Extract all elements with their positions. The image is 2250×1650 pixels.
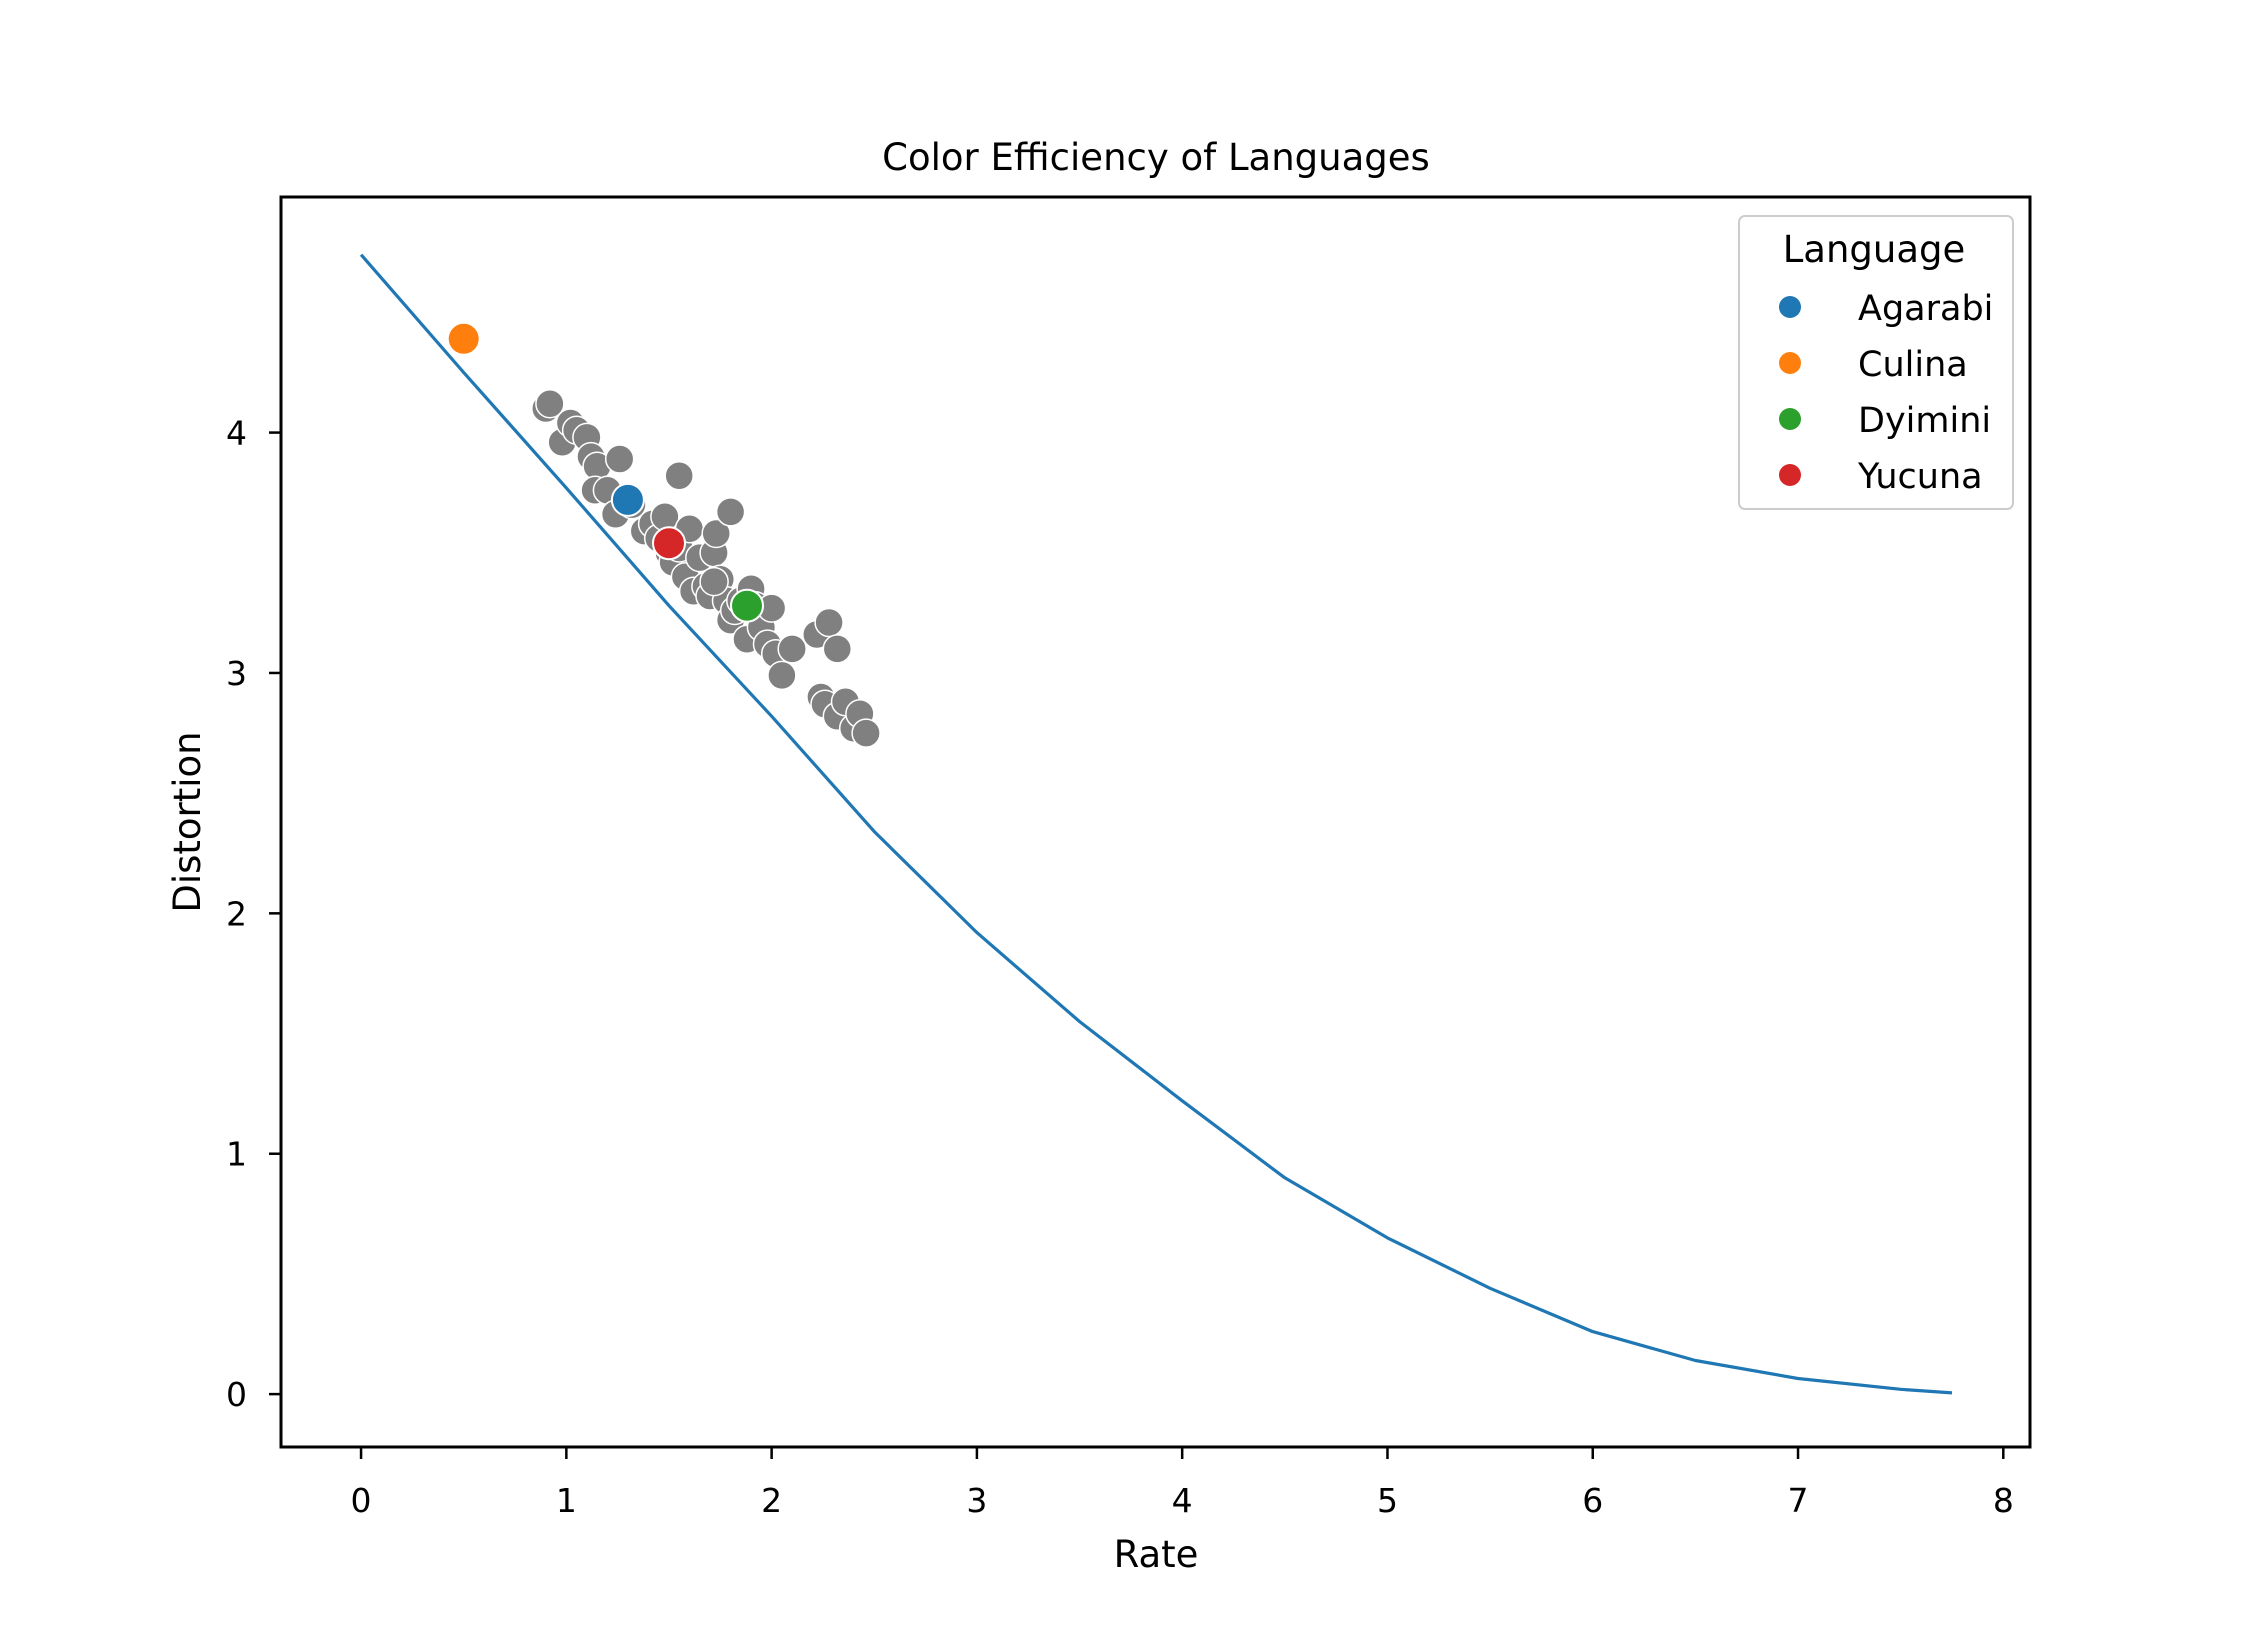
y-axis-label: Distortion	[166, 731, 209, 912]
point-agarabi	[610, 482, 645, 517]
legend-title: Language	[1783, 228, 1966, 271]
legend-entries: Agarabi Culina Dyimini Yucuna	[1779, 289, 1993, 497]
background-point	[604, 444, 635, 474]
x-axis: 0 1 2 3 4 5 6 7 8	[351, 1447, 2014, 1520]
x-tick-label: 4	[1172, 1481, 1193, 1520]
point-culina	[446, 321, 481, 356]
x-tick-label: 0	[351, 1481, 372, 1520]
background-point	[814, 607, 844, 638]
plot-frame	[279, 195, 2032, 1449]
x-tick-label: 3	[966, 1481, 987, 1520]
legend-marker-dyimini	[1779, 408, 1801, 430]
background-point	[851, 718, 881, 748]
x-tick-label: 8	[1993, 1481, 2014, 1520]
legend-label-culina: Culina	[1858, 345, 1968, 385]
y-tick-label: 2	[226, 894, 247, 933]
legend-marker-culina	[1779, 352, 1801, 374]
background-point	[822, 634, 853, 664]
background-point	[664, 461, 694, 491]
y-tick-label: 1	[226, 1135, 247, 1174]
legend-box	[1738, 215, 2014, 510]
background-point	[777, 634, 807, 664]
x-axis-label: Rate	[1114, 1533, 1199, 1576]
point-dyimini	[730, 588, 764, 623]
bound-curve	[359, 253, 1953, 1395]
chart-title: Color Efficiency of Languages	[882, 136, 1430, 179]
y-tick-label: 3	[226, 654, 247, 693]
legend: Language Agarabi Culina Dyimini Yucuna	[1738, 215, 2014, 510]
background-point	[650, 501, 680, 532]
background-point	[699, 566, 729, 597]
background-point	[715, 497, 746, 527]
legend-marker-agarabi	[1779, 296, 1801, 318]
x-tick-label: 6	[1582, 1481, 1603, 1520]
legend-label-dyimini: Dyimini	[1858, 401, 1991, 441]
legend-marker-yucuna	[1779, 464, 1801, 486]
x-tick-label: 5	[1377, 1481, 1398, 1520]
x-tick-label: 2	[761, 1481, 782, 1520]
y-axis: 0 1 2 3 4	[226, 414, 281, 1414]
legend-label-agarabi: Agarabi	[1858, 289, 1993, 329]
y-tick-label: 0	[226, 1375, 247, 1414]
background-point	[767, 660, 797, 691]
legend-label-yucuna: Yucuna	[1857, 457, 1983, 497]
x-tick-label: 7	[1788, 1481, 1809, 1520]
point-yucuna	[652, 526, 686, 561]
background-point	[701, 518, 731, 549]
y-tick-label: 4	[226, 414, 247, 453]
x-tick-label: 1	[556, 1481, 577, 1520]
background-point	[535, 388, 565, 419]
plot-area	[359, 253, 1953, 1395]
